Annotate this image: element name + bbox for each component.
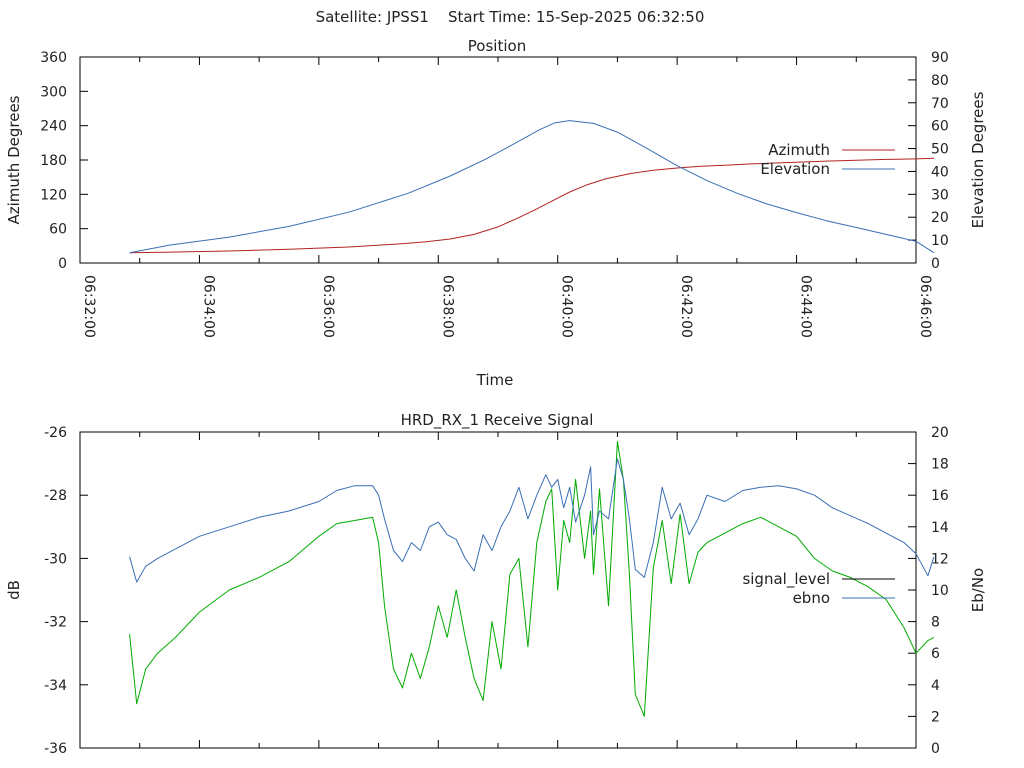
receive-signal-y-right-tick-label: 4 xyxy=(931,678,940,694)
position-y-left-tick-label: 60 xyxy=(49,222,67,238)
position-y-left-tick-label: 360 xyxy=(40,50,67,66)
receive-signal-chart: HRD_RX_1 Receive Signal dB Eb/No -36-34-… xyxy=(5,411,987,757)
position-series-elevation xyxy=(129,120,935,254)
position-series-azimuth xyxy=(129,157,934,254)
position-chart-title: Position xyxy=(468,37,526,55)
receive-signal-y-left-tick-label: -36 xyxy=(44,741,67,757)
position-x-tick-label: 06:44:00 xyxy=(798,275,814,338)
position-y-left-tick-label: 300 xyxy=(40,84,67,100)
receive-signal-y-left-tick-label: -34 xyxy=(44,678,67,694)
position-x-tick-label: 06:40:00 xyxy=(559,275,575,338)
receive-signal-y-right-tick-label: 12 xyxy=(931,551,949,567)
position-chart: Position Azimuth Degrees Elevation Degre… xyxy=(5,37,987,389)
position-x-tick-label: 06:46:00 xyxy=(917,275,933,338)
receive-signal-legend-label: signal_level xyxy=(742,570,830,589)
receive-signal-y-right-tick-label: 0 xyxy=(931,741,940,757)
receive-signal-y-right-tick-label: 2 xyxy=(931,709,940,725)
position-x-tick-label: 06:32:00 xyxy=(81,275,97,338)
position-y-left-tick-label: 120 xyxy=(40,187,67,203)
position-x-tick-label: 06:36:00 xyxy=(320,275,336,338)
receive-signal-axes: -36 -34 -32 -30 -28 -26 0 2 4 6 8 10 12 14 16 18 20 xyxy=(44,425,949,757)
position-y-right-tick-label: 30 xyxy=(931,187,949,203)
position-y-right-tick-label: 90 xyxy=(931,50,949,66)
receive-signal-y-right-tick-label: 20 xyxy=(931,425,949,441)
position-y-left-tick-label: 240 xyxy=(40,119,67,135)
receive-signal-y-left-tick-label: -28 xyxy=(44,488,67,504)
receive-signal-y-left-tick-label: -30 xyxy=(44,551,67,567)
receive-signal-y-right-tick-label: 16 xyxy=(931,488,949,504)
receive-signal-chart-title: HRD_RX_1 Receive Signal xyxy=(401,411,594,430)
receive-signal-series-line-1 xyxy=(129,441,935,717)
receive-signal-series xyxy=(129,441,935,717)
position-y-right-tick-label: 40 xyxy=(931,164,949,180)
position-legend-label: Azimuth xyxy=(768,141,830,159)
receive-signal-y-right-tick-label: 8 xyxy=(931,615,940,631)
position-y-left-tick-label: 0 xyxy=(58,256,67,272)
position-x-label: Time xyxy=(476,371,514,389)
position-y-right-tick-label: 80 xyxy=(931,73,949,89)
receive-signal-y-right-tick-label: 10 xyxy=(931,583,949,599)
position-y-left-tick-label: 180 xyxy=(40,153,67,169)
page-title: Satellite: JPSS1 Start Time: 15-Sep-2025… xyxy=(316,8,705,26)
position-x-tick-label: 06:42:00 xyxy=(678,275,694,338)
position-series xyxy=(129,120,935,254)
position-x-tick-label: 06:34:00 xyxy=(200,275,216,338)
position-legend-label: Elevation xyxy=(760,160,830,178)
receive-signal-series-ebno xyxy=(129,458,935,583)
position-y-right-label: Elevation Degrees xyxy=(969,91,987,228)
receive-signal-y-left-tick-label: -32 xyxy=(44,615,67,631)
position-y-right-tick-label: 10 xyxy=(931,233,949,249)
position-y-right-tick-label: 60 xyxy=(931,119,949,135)
receive-signal-y-right-label: Eb/No xyxy=(969,568,987,612)
receive-signal-y-left-tick-label: -26 xyxy=(44,425,67,441)
receive-signal-legend-label: ebno xyxy=(793,589,830,607)
position-x-tick-label: 06:38:00 xyxy=(439,275,455,338)
receive-signal-y-left-label: dB xyxy=(5,580,23,600)
receive-signal-y-right-tick-label: 18 xyxy=(931,457,949,473)
receive-signal-y-right-tick-label: 14 xyxy=(931,520,949,536)
position-y-right-tick-label: 70 xyxy=(931,96,949,112)
position-y-right-tick-label: 50 xyxy=(931,142,949,158)
position-y-right-tick-label: 0 xyxy=(931,256,940,272)
position-y-right-tick-label: 20 xyxy=(931,210,949,226)
position-y-left-label: Azimuth Degrees xyxy=(5,95,23,224)
receive-signal-y-right-tick-label: 6 xyxy=(931,646,940,662)
position-axes: 0 60 120 180 240 300 360 0 10 20 30 40 50 60 70 80 90 06:… xyxy=(40,50,949,338)
